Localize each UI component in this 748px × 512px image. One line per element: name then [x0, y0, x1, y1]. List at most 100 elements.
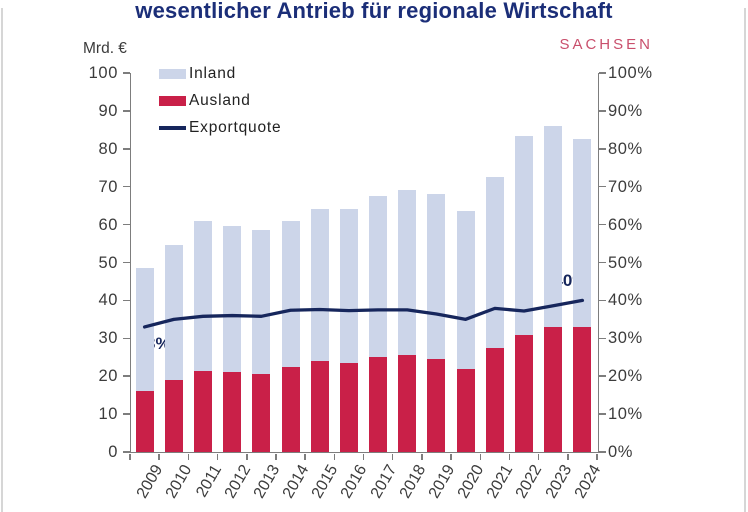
bar-inland-2014 — [281, 220, 300, 367]
y-axis-tick-label-right: 90% — [608, 101, 643, 120]
y-axis-tick-left — [123, 337, 130, 340]
y-axis-tick-left — [123, 148, 130, 150]
x-axis-label-2014: 2014 — [279, 462, 313, 502]
y-axis-tick-right — [598, 451, 606, 453]
bar-ausland-2020 — [456, 368, 475, 452]
y-axis-tick-label-left: 40 — [98, 291, 118, 310]
y-axis-tick-left — [123, 261, 130, 264]
y-axis-tick-label-right: 70% — [608, 177, 643, 196]
ausland-swatch — [159, 96, 186, 106]
y-axis-tick-left — [123, 375, 130, 377]
legend-label-exportquote: Exportquote — [189, 119, 282, 136]
x-axis-label-2024: 2024 — [571, 462, 605, 502]
bar-inland-2016 — [339, 209, 358, 363]
y-axis-tick-left — [123, 451, 130, 453]
x-axis-label-2012: 2012 — [221, 462, 254, 502]
x-axis-label-2022: 2022 — [513, 462, 546, 502]
bar-inland-2020 — [456, 211, 475, 369]
bar-inland-2022 — [515, 135, 534, 335]
y-axis-tick-label-left: 50 — [98, 253, 118, 272]
y-axis-tick-left — [123, 299, 130, 302]
x-axis-label-2017: 2017 — [367, 462, 400, 502]
y-axis-tick-right — [598, 185, 606, 188]
bar-ausland-2018 — [398, 355, 417, 452]
y-axis-tick-label-right: 50% — [608, 253, 643, 272]
bar-ausland-2010 — [164, 379, 183, 452]
y-axis-tick-label-right: 30% — [608, 329, 643, 348]
legend-label-inland: Inland — [189, 65, 237, 82]
y-axis-tick-label-left: 20 — [98, 367, 118, 386]
bar-ausland-2019 — [427, 359, 446, 452]
x-axis-tick — [187, 453, 190, 460]
exportquote-line — [142, 298, 585, 329]
bar-ausland-2013 — [252, 374, 271, 452]
bar-ausland-2009 — [135, 391, 154, 452]
bar-inland-2013 — [252, 230, 271, 375]
bar-inland-2017 — [369, 196, 388, 358]
y-axis-tick-label-right: 100% — [608, 64, 653, 82]
x-axis-label-2013: 2013 — [250, 462, 284, 502]
x-axis-label-2021: 2021 — [484, 462, 517, 502]
y-axis-tick-right — [598, 375, 606, 377]
exportquote-polyline — [142, 298, 585, 329]
y-axis-tick-left — [123, 110, 130, 112]
x-axis-tick — [304, 453, 306, 460]
bar-inland-2010 — [164, 245, 183, 380]
bar-inland-2021 — [485, 177, 504, 348]
bar-ausland-2021 — [485, 347, 504, 452]
y-axis-tick-label-right: 0% — [608, 443, 634, 461]
chart-title: wesentlicher Antrieb für regionale Wirts… — [135, 0, 613, 23]
bar-inland-2015 — [310, 209, 329, 362]
x-axis-tick — [479, 453, 481, 460]
bar-inland-2009 — [135, 268, 154, 392]
x-axis-tick — [537, 453, 540, 460]
y-axis-unit-label: Mrd. € — [83, 40, 127, 57]
y-axis-tick-left — [123, 223, 130, 226]
x-axis-tick — [129, 453, 131, 460]
window-edge-left — [1, 8, 3, 512]
y-axis-tick-right — [598, 299, 606, 302]
y-axis-tick-label-left: 70 — [98, 177, 118, 196]
x-axis-label-2019: 2019 — [425, 462, 459, 502]
bar-ausland-2012 — [223, 372, 242, 452]
x-axis-tick — [216, 453, 219, 460]
x-axis-label-2018: 2018 — [396, 462, 430, 502]
x-axis-label-2011: 2011 — [192, 462, 225, 501]
inland-swatch — [159, 69, 186, 79]
bar-inland-2019 — [427, 194, 446, 360]
bar-ausland-2017 — [369, 357, 388, 452]
y-axis-tick-label-right: 40% — [608, 291, 643, 310]
bar-ausland-2016 — [339, 362, 358, 452]
x-axis-tick — [275, 453, 277, 460]
y-axis-tick-label-left: 60 — [98, 215, 118, 234]
y-axis-tick-label-left: 10 — [98, 405, 118, 424]
legend-item-inland: Inland — [159, 64, 281, 84]
bar-inland-2011 — [193, 220, 212, 371]
brand-label-sachsen: SACHSEN — [559, 36, 653, 53]
x-axis-tick — [421, 453, 423, 460]
x-axis-tick — [596, 453, 598, 460]
bar-inland-2024 — [573, 139, 592, 327]
y-axis-tick-right — [598, 413, 606, 415]
x-axis-tick — [362, 453, 365, 460]
y-axis-tick-label-left: 80 — [98, 139, 118, 158]
x-axis-label-2015: 2015 — [308, 462, 342, 502]
y-axis-tick-right — [598, 261, 606, 264]
window-edge-right — [744, 8, 746, 512]
bar-inland-2012 — [223, 226, 242, 373]
y-axis-tick-label-left: 90 — [98, 101, 118, 120]
x-axis-tick — [450, 453, 452, 460]
bar-ausland-2023 — [544, 326, 563, 452]
x-axis-tick — [508, 453, 511, 460]
y-axis-tick-left — [123, 72, 130, 74]
y-axis-tick-label-right: 80% — [608, 139, 643, 158]
exportquote-line-swatch — [159, 126, 186, 130]
y-axis-tick-left — [123, 185, 130, 188]
y-axis-tick-left — [123, 413, 130, 415]
y-axis-tick-label-right: 20% — [608, 367, 643, 386]
y-axis-tick-label-left: 30 — [98, 329, 118, 348]
y-axis-tick-right — [598, 110, 606, 112]
x-axis-label-2016: 2016 — [338, 462, 371, 502]
y-axis-tick-right — [598, 72, 606, 74]
y-axis-tick-label-left: 100 — [88, 64, 118, 82]
